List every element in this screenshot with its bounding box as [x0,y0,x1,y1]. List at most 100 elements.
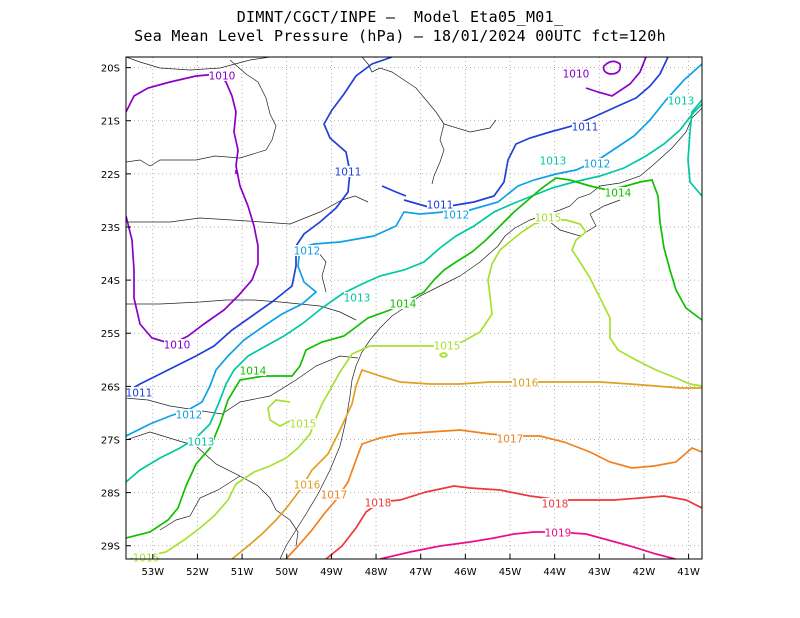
isobar-label-bg [584,158,610,169]
axis-ticks: 53W 52W 51W 50W 49W 48W 47W 46W 45W 44W 43W 42W 41W 2… [101,64,700,578]
isobar-label-1011: 1011 [335,167,362,179]
lat-tick-label: 28S [101,489,120,500]
state-border [126,195,369,225]
isobar-label-bg [545,527,571,538]
isobar-label-1017: 1017 [497,434,524,446]
isobar-label-bg [294,245,320,256]
lon-tick-label: 48W [365,567,388,578]
isobar-label-bg [365,497,391,508]
isobar-label-1012: 1012 [584,159,611,171]
lat-tick-label: 23S [101,223,120,234]
state-border [539,199,621,237]
isobar-label-1012: 1012 [443,210,470,222]
lat-tick-label: 20S [101,64,120,75]
isobar-1011 [126,57,393,393]
isobar-1011-bow [381,185,407,197]
isobar-label-1019: 1019 [545,528,572,540]
isobar-label-bg [209,70,235,81]
isobar-label-1013: 1013 [344,293,371,305]
isobar-label-1010: 1010 [209,71,236,83]
isobar-label-bg [542,498,568,509]
isobar-label-1015: 1015 [535,213,562,225]
isobar-label-bg [535,212,561,223]
isobar-1014 [126,177,702,539]
lat-tick-label: 25S [101,329,120,340]
lon-tick-label: 49W [320,567,343,578]
lat-tick-label: 29S [101,542,120,553]
isobar-1015-pt [438,352,449,358]
isobar-1010-ne [585,57,647,97]
isobar-label-bg [133,552,159,563]
lat-tick-label: 26S [101,382,120,393]
isobar-label-bg [176,409,202,420]
isobar-label-1016: 1016 [294,480,321,492]
isobar-label-1015: 1015 [290,419,317,431]
lat-tick-label: 22S [101,170,120,181]
state-border [443,119,497,133]
isobar-label-1013: 1013 [540,156,567,168]
isobar-label-1018: 1018 [365,498,392,510]
lon-tick-label: 43W [588,567,611,578]
isobar-label-1016: 1016 [512,378,539,390]
lon-tick-label: 52W [186,567,209,578]
coastline [279,107,702,559]
lat-tick-label: 24S [101,276,120,287]
lat-tick-label: 27S [101,435,120,446]
state-border [361,57,445,185]
isobar-label-1014: 1014 [240,366,267,378]
state-border [126,299,357,321]
isobar-label-1012: 1012 [294,246,321,258]
isobar-label-bg [668,95,694,106]
lon-tick-label: 51W [231,567,254,578]
coastline-and-borders [126,57,702,559]
isobar-label-bg [605,187,631,198]
map-frame [125,56,703,560]
isobar-label-1010: 1010 [164,340,191,352]
isobar-label-1011: 1011 [427,200,454,212]
isobar-label-1011: 1011 [572,122,599,134]
isobar-1012 [126,63,702,437]
isobar-label-1018: 1018 [542,499,569,511]
isobar-1010-blob [602,60,622,75]
isobar-1013 [126,103,702,483]
isobar-1015 [129,219,702,559]
isobar-label-1017: 1017 [321,490,348,502]
lon-tick-label: 47W [409,567,432,578]
chart-title-line1: DIMNT/CGCT/INPE – Model Eta05_M01_ [236,8,564,26]
state-border [159,475,241,531]
isobar-label-bg [240,365,266,376]
state-border [126,57,271,71]
isobar-label-1012: 1012 [176,410,203,422]
isobar-label-bg [335,166,361,177]
isobar-label-bg [164,339,190,350]
isobar-label-bg [434,340,460,351]
isobar-label-1014: 1014 [390,299,417,311]
chart-title-line2: Sea Mean Level Pressure (hPa) – 18/01/20… [134,27,666,45]
lat-tick-label: 21S [101,117,120,128]
isobar-label-1014: 1014 [605,188,632,200]
isobar-1010 [126,73,259,345]
lon-tick-label: 41W [677,567,700,578]
isobar-1019 [379,531,679,559]
isobar-label-bg [344,292,370,303]
isobar-label-bg [443,209,469,220]
lon-tick-label: 44W [543,567,566,578]
isobar-label-1011: 1011 [126,388,153,400]
isobar-label-bg [294,479,320,490]
isobar-1013-e [687,99,702,197]
isobar-label-bg [188,436,214,447]
isobar-label-bg [427,199,453,210]
isobar-label-bg [290,418,316,429]
isobar-1018 [325,485,702,559]
isobar-label-bg [563,68,589,79]
isobar-label-bg [321,489,347,500]
isobar-1016 [231,368,702,559]
isobar-label-bg [512,377,538,388]
isobar-label-1013: 1013 [668,96,695,108]
isobar-label-bg [390,298,416,309]
isobar-label-bg [540,155,566,166]
lon-tick-label: 46W [454,567,477,578]
lon-tick-label: 53W [141,567,164,578]
isobar-1011-e [403,57,669,209]
